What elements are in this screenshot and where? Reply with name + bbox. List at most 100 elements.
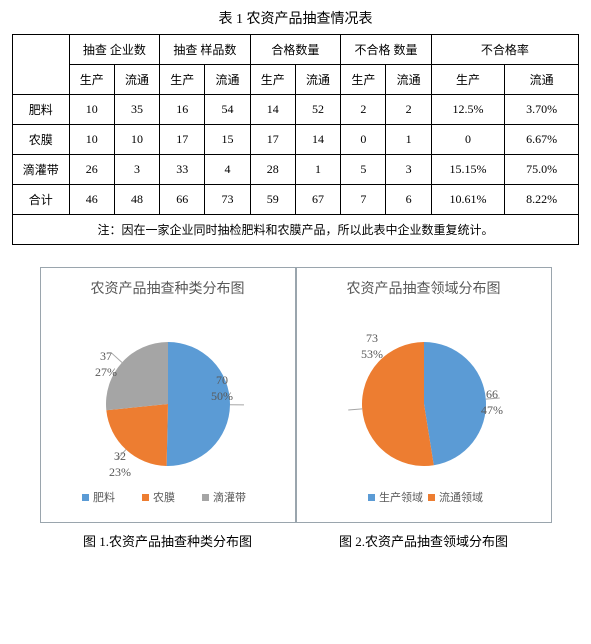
- legend-label: 滴灌带: [213, 490, 246, 504]
- pie-slice: [424, 342, 486, 465]
- cell: 10: [114, 125, 159, 155]
- cell: 48: [114, 185, 159, 215]
- cell: 46: [69, 185, 114, 215]
- legend-label: 农膜: [153, 490, 175, 504]
- cell: 26: [69, 155, 114, 185]
- leader-line: [111, 353, 121, 362]
- slice-value-label: 73: [366, 331, 378, 345]
- cell: 2: [386, 95, 431, 125]
- legend-label: 流通领域: [439, 490, 483, 504]
- cell: 33: [160, 155, 205, 185]
- cell: 4: [205, 155, 250, 185]
- slice-pct-label: 50%: [211, 389, 233, 403]
- chart2-inner-title: 农资产品抽查领域分布图: [305, 278, 543, 298]
- cell: 15: [205, 125, 250, 155]
- leader-line: [348, 409, 362, 410]
- cell: 14: [250, 95, 295, 125]
- slice-pct-label: 27%: [95, 365, 117, 379]
- gh-qualified: 合格数量: [250, 35, 341, 65]
- cell: 75.0%: [505, 155, 579, 185]
- cell: 54: [205, 95, 250, 125]
- sh: 流通: [295, 65, 340, 95]
- gh-rate: 不合格率: [431, 35, 578, 65]
- table-note-row: 注：因在一家企业同时抽检肥料和农膜产品，所以此表中企业数重复统计。: [13, 215, 579, 245]
- table-row: 合计4648667359677610.61%8.22%: [13, 185, 579, 215]
- cell: 15.15%: [431, 155, 505, 185]
- cell: 7: [341, 185, 386, 215]
- cell: 2: [341, 95, 386, 125]
- cell: 0: [431, 125, 505, 155]
- cell: 59: [250, 185, 295, 215]
- slice-pct-label: 23%: [109, 465, 131, 479]
- sh: 生产: [431, 65, 505, 95]
- cell: 1: [295, 155, 340, 185]
- sh: 生产: [250, 65, 295, 95]
- cell: 6: [386, 185, 431, 215]
- cell: 5: [341, 155, 386, 185]
- cell: 0: [341, 125, 386, 155]
- table-note: 注：因在一家企业同时抽检肥料和农膜产品，所以此表中企业数重复统计。: [13, 215, 579, 245]
- gh-enterprises: 抽查 企业数: [69, 35, 160, 65]
- cell: 67: [295, 185, 340, 215]
- table-row: 肥料1035165414522212.5%3.70%: [13, 95, 579, 125]
- pie-slice: [166, 342, 229, 466]
- corner-cell: [13, 35, 70, 95]
- cell: 8.22%: [505, 185, 579, 215]
- table-row: 滴灌带2633342815315.15%75.0%: [13, 155, 579, 185]
- legend-marker: [368, 494, 375, 501]
- chart2-card: 农资产品抽查领域分布图 66 47% 73 53% 生产领域 流通领域: [296, 267, 552, 523]
- inspection-table: 抽查 企业数 抽查 样品数 合格数量 不合格 数量 不合格率 生产 流通 生产 …: [12, 34, 579, 245]
- slice-value-label: 66: [486, 387, 498, 401]
- sh: 生产: [160, 65, 205, 95]
- cell: 66: [160, 185, 205, 215]
- legend-marker: [202, 494, 209, 501]
- sh: 生产: [341, 65, 386, 95]
- chart1-card: 农资产品抽查种类分布图 7050%3223%3727%肥料农膜滴灌带: [40, 267, 296, 523]
- sh: 流通: [205, 65, 250, 95]
- cell: 3: [114, 155, 159, 185]
- table-title: 表 1 农资产品抽查情况表: [12, 8, 579, 28]
- sh: 生产: [69, 65, 114, 95]
- slice-value-label: 32: [114, 449, 126, 463]
- cell: 12.5%: [431, 95, 505, 125]
- gh-unqualified: 不合格 数量: [341, 35, 432, 65]
- slice-pct-label: 53%: [361, 347, 383, 361]
- captions-row: 图 1.农资产品抽查种类分布图 图 2.农资产品抽查领域分布图: [12, 523, 579, 550]
- cell: 1: [386, 125, 431, 155]
- charts-row: 农资产品抽查种类分布图 7050%3223%3727%肥料农膜滴灌带 农资产品抽…: [12, 267, 579, 523]
- header-row-sub: 生产 流通 生产 流通 生产 流通 生产 流通 生产 流通: [13, 65, 579, 95]
- slice-value-label: 37: [100, 349, 112, 363]
- cell: 16: [160, 95, 205, 125]
- cell: 35: [114, 95, 159, 125]
- cell: 14: [295, 125, 340, 155]
- table-row: 农膜1010171517140106.67%: [13, 125, 579, 155]
- row-label: 合计: [13, 185, 70, 215]
- sh: 流通: [386, 65, 431, 95]
- legend-label: 生产领域: [379, 490, 423, 504]
- row-label: 肥料: [13, 95, 70, 125]
- sh: 流通: [505, 65, 579, 95]
- cell: 10: [69, 125, 114, 155]
- table-body: 肥料1035165414522212.5%3.70%农膜101017151714…: [13, 95, 579, 215]
- cell: 52: [295, 95, 340, 125]
- header-row-groups: 抽查 企业数 抽查 样品数 合格数量 不合格 数量 不合格率: [13, 35, 579, 65]
- cell: 28: [250, 155, 295, 185]
- legend-marker: [428, 494, 435, 501]
- cell: 17: [250, 125, 295, 155]
- cell: 3: [386, 155, 431, 185]
- sh: 流通: [114, 65, 159, 95]
- chart1-caption: 图 1.农资产品抽查种类分布图: [40, 531, 296, 550]
- legend-marker: [82, 494, 89, 501]
- cell: 10: [69, 95, 114, 125]
- row-label: 农膜: [13, 125, 70, 155]
- slice-pct-label: 47%: [481, 403, 503, 417]
- slice-value-label: 70: [216, 373, 228, 387]
- cell: 3.70%: [505, 95, 579, 125]
- chart2-pie: 66 47% 73 53% 生产领域 流通领域: [306, 304, 542, 514]
- gh-samples: 抽查 样品数: [160, 35, 251, 65]
- row-label: 滴灌带: [13, 155, 70, 185]
- cell: 17: [160, 125, 205, 155]
- cell: 73: [205, 185, 250, 215]
- cell: 6.67%: [505, 125, 579, 155]
- legend-marker: [142, 494, 149, 501]
